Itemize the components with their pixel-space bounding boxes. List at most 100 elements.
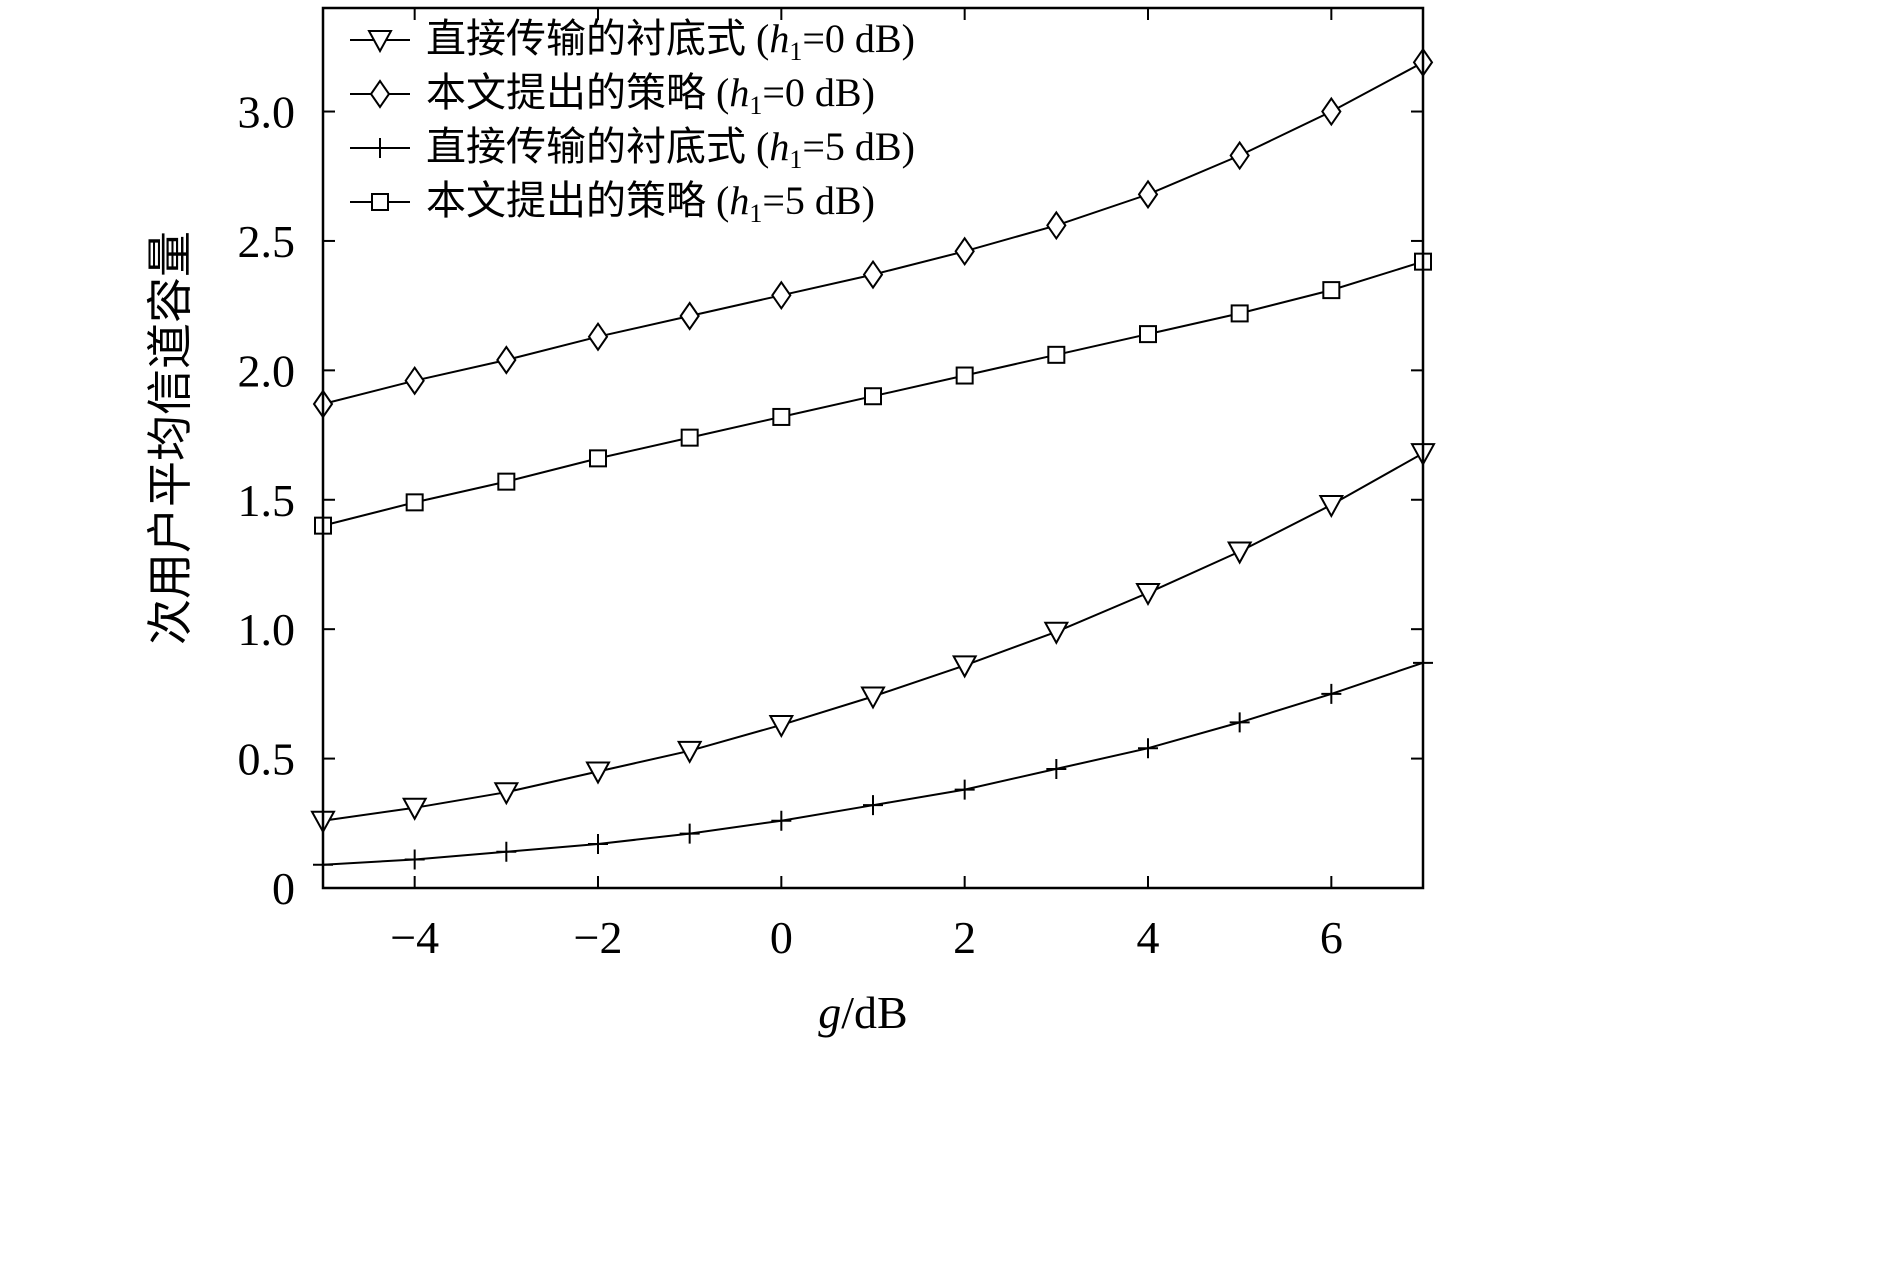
series-2 [312, 47, 1434, 419]
y-tick-label: 2.5 [238, 216, 296, 267]
legend-label-text: 直接传输的衬底式 ( [426, 16, 769, 61]
data-point [1046, 210, 1067, 241]
chart-svg: −4 −2 0 2 4 600.51.01.52.02.53.0 直接传输的衬底式 (h1… [145, 6, 1436, 1038]
data-point [864, 387, 882, 406]
y-tick-label: 3.0 [238, 87, 296, 138]
series-line [322, 452, 1424, 822]
data-point [676, 740, 703, 764]
data-point [1230, 304, 1249, 323]
x-tick-label: −2 [574, 912, 623, 963]
data-point [1322, 281, 1341, 300]
legend-label-text: 本文提出的策略 ( [426, 70, 729, 115]
data-point [860, 686, 886, 710]
x-tick-label: 0 [770, 912, 793, 963]
x-axis-title-var: g [818, 987, 841, 1038]
data-point [1135, 582, 1161, 607]
x-axis-title-unit: /dB [841, 987, 907, 1038]
legend-label-var: h [769, 124, 789, 169]
legend-label-sub: 1 [749, 91, 762, 120]
data-point [1321, 683, 1342, 704]
legend: 直接传输的衬底式 (h1=0 dB)本文提出的策略 (h1=0 dB)直接传输的… [350, 16, 915, 228]
data-point [679, 823, 700, 844]
legend-label-value: =5 dB) [762, 178, 875, 223]
series-1 [310, 443, 1436, 834]
data-point [1318, 494, 1345, 519]
legend-marker [371, 193, 389, 211]
data-point [496, 345, 517, 375]
legend-label-value: =5 dB) [802, 124, 915, 169]
chart: −4 −2 0 2 4 6 0 0.5 1.0 1.5 2.0 2.5 3.0 直接传输的衬底式 (h1… [145, 6, 1436, 1038]
data-point [680, 428, 699, 447]
data-point [1229, 140, 1250, 171]
data-point [862, 259, 884, 290]
x-tick-label: 4 [1137, 912, 1160, 963]
data-point [1229, 712, 1250, 733]
data-point [589, 449, 607, 468]
data-point [585, 761, 611, 785]
plot-area [310, 47, 1436, 875]
data-point [955, 366, 974, 385]
x-tick-label: 2 [953, 912, 976, 963]
data-point [771, 810, 792, 831]
legend-marker [370, 138, 390, 158]
axes: −4 −2 0 2 4 6 0 0.5 1.0 1.5 2.0 2.5 3.0 [238, 6, 1425, 963]
legend-label-sub: 1 [789, 37, 802, 66]
data-point [679, 301, 700, 331]
data-point [768, 714, 795, 739]
data-point [497, 472, 516, 491]
series-4 [314, 252, 1432, 535]
legend-label: 本文提出的策略 (h1=0 dB) [426, 70, 875, 120]
data-point [401, 797, 428, 821]
data-point [404, 365, 425, 396]
data-point [404, 849, 425, 870]
legend-label-text: 直接传输的衬底式 ( [426, 124, 769, 169]
legend-label-var: h [729, 70, 749, 115]
data-point [587, 321, 609, 352]
data-point [1043, 621, 1070, 645]
data-point [588, 834, 608, 854]
data-point [772, 407, 791, 426]
data-point [1321, 96, 1342, 127]
data-point [1047, 345, 1066, 364]
legend-label-text: 本文提出的策略 ( [426, 178, 729, 223]
axis-titles: g/dB 次用户平均信道容量 [145, 231, 908, 1038]
data-point [1138, 738, 1158, 759]
legend-label-var: h [729, 178, 749, 223]
data-point [863, 795, 883, 816]
data-point [954, 779, 975, 800]
legend-marker [369, 79, 391, 109]
legend-label-value: =0 dB) [762, 70, 875, 115]
legend-entry-2: 本文提出的策略 (h1=0 dB) [350, 70, 875, 120]
series-3 [313, 652, 1433, 875]
y-tick-label: 2.0 [238, 345, 296, 396]
y-tick-label: 0.5 [238, 734, 296, 785]
data-point [405, 493, 424, 512]
legend-entry-1: 直接传输的衬底式 (h1=0 dB) [350, 16, 915, 66]
y-axis-title: 次用户平均信道容量 [145, 231, 196, 645]
data-point [954, 236, 975, 267]
axes-frame [321, 6, 1425, 890]
legend-label-var: h [769, 16, 789, 61]
x-tick-label: −4 [390, 912, 439, 963]
y-tick-label: 1.0 [238, 604, 296, 655]
data-point [1046, 758, 1067, 779]
y-tick-label: 1.5 [238, 475, 296, 526]
data-point [1137, 179, 1159, 210]
y-tick-label: 0 [272, 863, 295, 914]
data-point [1226, 541, 1253, 565]
legend-label: 本文提出的策略 (h1=5 dB) [426, 178, 875, 228]
data-point [951, 655, 978, 679]
legend-label: 直接传输的衬底式 (h1=5 dB) [426, 124, 915, 174]
data-point [1139, 325, 1157, 344]
legend-entry-4: 本文提出的策略 (h1=5 dB) [350, 178, 875, 228]
x-axis-title: g/dB [818, 987, 907, 1038]
legend-label-sub: 1 [749, 199, 762, 228]
x-tick-label: 6 [1320, 912, 1343, 963]
legend-label: 直接传输的衬底式 (h1=0 dB) [426, 16, 915, 66]
legend-label-sub: 1 [789, 145, 802, 174]
data-point [496, 841, 517, 862]
data-point [493, 782, 520, 806]
legend-entry-3: 直接传输的衬底式 (h1=5 dB) [350, 124, 915, 174]
legend-marker [367, 30, 393, 54]
legend-label-value: =0 dB) [802, 16, 915, 61]
